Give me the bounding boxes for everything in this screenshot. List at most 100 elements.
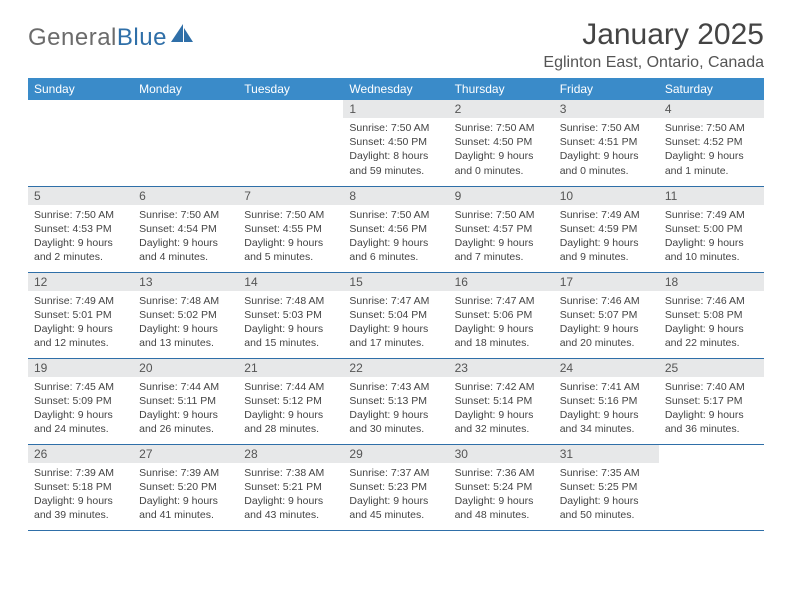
daylight-line: Daylight: 9 hours and 20 minutes.	[560, 322, 653, 350]
day-number: 14	[238, 273, 343, 291]
sail-icon	[169, 22, 195, 49]
day-cell: 4Sunrise: 7:50 AMSunset: 4:52 PMDaylight…	[659, 100, 764, 186]
day-cell	[133, 100, 238, 186]
day-cell: 29Sunrise: 7:37 AMSunset: 5:23 PMDayligh…	[343, 444, 448, 530]
daylight-line: Daylight: 9 hours and 7 minutes.	[455, 236, 548, 264]
day-details: Sunrise: 7:36 AMSunset: 5:24 PMDaylight:…	[449, 463, 554, 527]
day-number: 12	[28, 273, 133, 291]
daylight-line: Daylight: 9 hours and 28 minutes.	[244, 408, 337, 436]
daylight-line: Daylight: 9 hours and 1 minute.	[665, 149, 758, 177]
dow-wednesday: Wednesday	[343, 78, 448, 100]
daylight-line: Daylight: 9 hours and 2 minutes.	[34, 236, 127, 264]
day-cell: 7Sunrise: 7:50 AMSunset: 4:55 PMDaylight…	[238, 186, 343, 272]
day-details: Sunrise: 7:49 AMSunset: 4:59 PMDaylight:…	[554, 205, 659, 269]
sunset-line: Sunset: 4:59 PM	[560, 222, 653, 236]
sunset-line: Sunset: 4:52 PM	[665, 135, 758, 149]
day-details: Sunrise: 7:50 AMSunset: 4:55 PMDaylight:…	[238, 205, 343, 269]
daylight-line: Daylight: 9 hours and 15 minutes.	[244, 322, 337, 350]
daylight-line: Daylight: 9 hours and 24 minutes.	[34, 408, 127, 436]
calendar-page: GeneralBlue January 2025 Eglinton East, …	[0, 0, 792, 541]
sunrise-line: Sunrise: 7:46 AM	[560, 294, 653, 308]
sunset-line: Sunset: 4:54 PM	[139, 222, 232, 236]
day-cell: 1Sunrise: 7:50 AMSunset: 4:50 PMDaylight…	[343, 100, 448, 186]
day-cell: 31Sunrise: 7:35 AMSunset: 5:25 PMDayligh…	[554, 444, 659, 530]
day-number: 16	[449, 273, 554, 291]
day-number: 15	[343, 273, 448, 291]
day-details: Sunrise: 7:50 AMSunset: 4:51 PMDaylight:…	[554, 118, 659, 182]
sunset-line: Sunset: 4:56 PM	[349, 222, 442, 236]
sunrise-line: Sunrise: 7:39 AM	[34, 466, 127, 480]
day-cell: 6Sunrise: 7:50 AMSunset: 4:54 PMDaylight…	[133, 186, 238, 272]
sunrise-line: Sunrise: 7:42 AM	[455, 380, 548, 394]
day-cell: 17 Sunrise: 7:46 AMSunset: 5:07 PMDayligh…	[554, 272, 659, 358]
day-number: 24	[554, 359, 659, 377]
sunrise-line: Sunrise: 7:48 AM	[244, 294, 337, 308]
daylight-line: Daylight: 9 hours and 6 minutes.	[349, 236, 442, 264]
sunset-line: Sunset: 5:07 PM	[560, 308, 653, 322]
day-details: Sunrise: 7:48 AMSunset: 5:02 PMDaylight:…	[133, 291, 238, 355]
sunrise-line: Sunrise: 7:45 AM	[34, 380, 127, 394]
day-details: Sunrise: 7:48 AMSunset: 5:03 PMDaylight:…	[238, 291, 343, 355]
daylight-line: Daylight: 9 hours and 18 minutes.	[455, 322, 548, 350]
day-details: Sunrise: 7:45 AMSunset: 5:09 PMDaylight:…	[28, 377, 133, 441]
daylight-line: Daylight: 9 hours and 12 minutes.	[34, 322, 127, 350]
day-details: Sunrise: 7:50 AMSunset: 4:53 PMDaylight:…	[28, 205, 133, 269]
day-number: 8	[343, 187, 448, 205]
day-number: 27	[133, 445, 238, 463]
sunset-line: Sunset: 5:06 PM	[455, 308, 548, 322]
logo-word-1: General	[28, 24, 117, 51]
sunset-line: Sunset: 4:50 PM	[349, 135, 442, 149]
day-number: 17	[554, 273, 659, 291]
day-details: Sunrise: 7:47 AMSunset: 5:04 PMDaylight:…	[343, 291, 448, 355]
location: Eglinton East, Ontario, Canada	[543, 54, 764, 72]
sunrise-line: Sunrise: 7:50 AM	[139, 208, 232, 222]
day-cell: 12 Sunrise: 7:49 AMSunset: 5:01 PMDayligh…	[28, 272, 133, 358]
day-number: 9	[449, 187, 554, 205]
sunrise-line: Sunrise: 7:44 AM	[244, 380, 337, 394]
sunset-line: Sunset: 5:16 PM	[560, 394, 653, 408]
day-cell: 13Sunrise: 7:48 AMSunset: 5:02 PMDayligh…	[133, 272, 238, 358]
dow-friday: Friday	[554, 78, 659, 100]
day-number: 7	[238, 187, 343, 205]
week-row: 12Sunrise: 7:49 AMSunset: 5:01 PMDayligh…	[28, 272, 764, 358]
day-number: 20	[133, 359, 238, 377]
day-details: Sunrise: 7:50 AMSunset: 4:56 PMDaylight:…	[343, 205, 448, 269]
sunrise-line: Sunrise: 7:38 AM	[244, 466, 337, 480]
sunrise-line: Sunrise: 7:50 AM	[34, 208, 127, 222]
day-number: 11	[659, 187, 764, 205]
sunset-line: Sunset: 5:14 PM	[455, 394, 548, 408]
daylight-line: Daylight: 9 hours and 13 minutes.	[139, 322, 232, 350]
sunset-line: Sunset: 5:04 PM	[349, 308, 442, 322]
week-row: 19Sunrise: 7:45 AMSunset: 5:09 PMDayligh…	[28, 358, 764, 444]
dow-row: Sunday Monday Tuesday Wednesday Thursday…	[28, 78, 764, 100]
day-details: Sunrise: 7:50 AMSunset: 4:57 PMDaylight:…	[449, 205, 554, 269]
sunset-line: Sunset: 5:20 PM	[139, 480, 232, 494]
sunrise-line: Sunrise: 7:46 AM	[665, 294, 758, 308]
daylight-line: Daylight: 9 hours and 0 minutes.	[455, 149, 548, 177]
week-row: 26Sunrise: 7:39 AMSunset: 5:18 PMDayligh…	[28, 444, 764, 530]
sunset-line: Sunset: 4:55 PM	[244, 222, 337, 236]
day-cell: 5Sunrise: 7:50 AMSunset: 4:53 PMDaylight…	[28, 186, 133, 272]
day-cell: 3Sunrise: 7:50 AMSunset: 4:51 PMDaylight…	[554, 100, 659, 186]
day-cell: 26Sunrise: 7:39 AMSunset: 5:18 PMDayligh…	[28, 444, 133, 530]
daylight-line: Daylight: 9 hours and 9 minutes.	[560, 236, 653, 264]
sunrise-line: Sunrise: 7:50 AM	[455, 121, 548, 135]
sunrise-line: Sunrise: 7:49 AM	[34, 294, 127, 308]
sunrise-line: Sunrise: 7:50 AM	[244, 208, 337, 222]
sunrise-line: Sunrise: 7:49 AM	[560, 208, 653, 222]
day-number: 3	[554, 100, 659, 118]
sunset-line: Sunset: 5:01 PM	[34, 308, 127, 322]
day-cell: 8Sunrise: 7:50 AMSunset: 4:56 PMDaylight…	[343, 186, 448, 272]
day-cell: 21Sunrise: 7:44 AMSunset: 5:12 PMDayligh…	[238, 358, 343, 444]
header: GeneralBlue January 2025 Eglinton East, …	[28, 18, 764, 72]
sunrise-line: Sunrise: 7:44 AM	[139, 380, 232, 394]
sunset-line: Sunset: 4:53 PM	[34, 222, 127, 236]
day-details: Sunrise: 7:50 AMSunset: 4:54 PMDaylight:…	[133, 205, 238, 269]
day-cell: 30Sunrise: 7:36 AMSunset: 5:24 PMDayligh…	[449, 444, 554, 530]
day-number: 4	[659, 100, 764, 118]
day-cell: 27Sunrise: 7:39 AMSunset: 5:20 PMDayligh…	[133, 444, 238, 530]
day-details: Sunrise: 7:39 AMSunset: 5:18 PMDaylight:…	[28, 463, 133, 527]
day-details: Sunrise: 7:44 AMSunset: 5:12 PMDaylight:…	[238, 377, 343, 441]
day-details: Sunrise: 7:43 AMSunset: 5:13 PMDaylight:…	[343, 377, 448, 441]
dow-sunday: Sunday	[28, 78, 133, 100]
